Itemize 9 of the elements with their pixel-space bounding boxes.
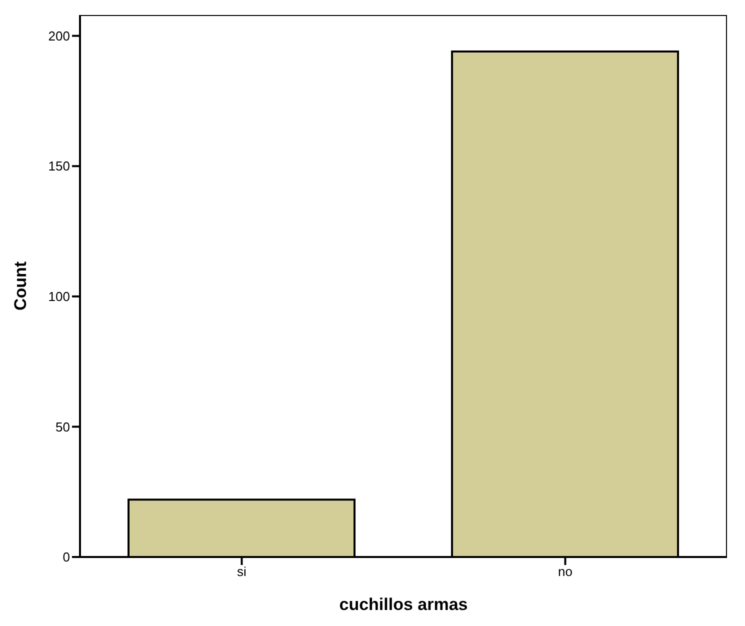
y-tick-label: 150 [48, 158, 70, 174]
x-tick-label: si [237, 564, 247, 580]
y-tick-label: 100 [48, 289, 70, 304]
x-axis-title: cuchillos armas [339, 595, 468, 614]
y-tick-label: 50 [56, 419, 70, 434]
y-tick-label: 0 [62, 550, 70, 565]
y-axis-title: Count [11, 261, 30, 311]
x-tick-label: no [558, 564, 572, 580]
y-tick-label: 200 [48, 28, 70, 44]
